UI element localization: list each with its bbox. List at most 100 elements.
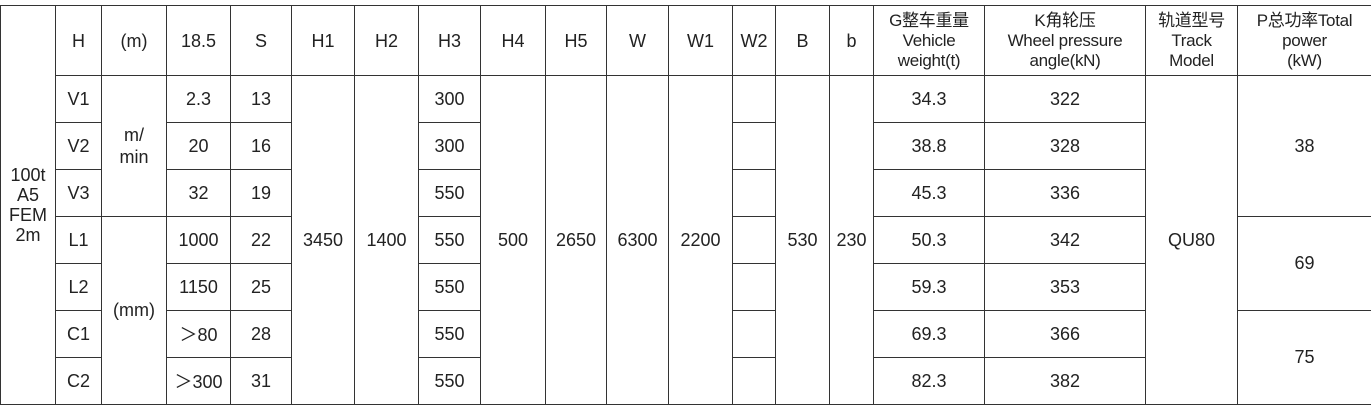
table-row: C2 ＞300 31 550 82.3 382: [1, 357, 1371, 405]
header-H3: H3: [418, 5, 481, 76]
header-track-line: 轨道型号: [1158, 10, 1225, 30]
cell-H: C2: [55, 357, 102, 405]
cell-wheel-pressure: 342: [984, 216, 1146, 264]
cell-W2: [732, 169, 776, 217]
cell-track-model: QU80: [1145, 75, 1238, 405]
header-H4: H4: [480, 5, 546, 76]
cell-W2: [732, 310, 776, 358]
cell-S: 19: [230, 169, 292, 217]
cell-vehicle-weight: 45.3: [873, 169, 985, 217]
cell-H1: 3450: [291, 75, 355, 405]
spec-label-line: 2m: [15, 225, 41, 245]
cell-H3: 550: [418, 357, 481, 405]
spec-label-line: FEM: [9, 205, 47, 225]
header-P-line: P总功率Total: [1256, 10, 1353, 30]
header-P-line: power: [1282, 30, 1327, 50]
header-G-line: G整车重量: [889, 10, 969, 30]
header-W2: W2: [732, 5, 776, 76]
cell-W2: [732, 75, 776, 123]
cell-H3: 550: [418, 310, 481, 358]
cell-vehicle-weight: 50.3: [873, 216, 985, 264]
cell-W2: [732, 216, 776, 264]
cell-W2: [732, 122, 776, 170]
cell-vehicle-weight: 34.3: [873, 75, 985, 123]
cell-H: C1: [55, 310, 102, 358]
header-K-line: Wheel pressure: [1007, 30, 1123, 50]
cell-B: 530: [775, 75, 830, 405]
table-row: V3 32 19 550 45.3 336: [1, 169, 1371, 217]
cell-H: V3: [55, 169, 102, 217]
header-W: W: [606, 5, 669, 76]
table-row: V1 m/min 2.3 13 3450 1400 300 500 2650 6300 2200 53…: [1, 75, 1371, 405]
table-row: L1 (mm) 1000 22 550 50.3 342 69: [1, 216, 1371, 405]
header-G-line: weight(t): [897, 50, 961, 70]
cell-W1: 2200: [668, 75, 733, 405]
header-P: P总功率Total power (kW): [1237, 5, 1371, 76]
header-K-line: K角轮压: [1034, 10, 1096, 30]
cell-wheel-pressure: 366: [984, 310, 1146, 358]
header-track-line: Track: [1171, 30, 1212, 50]
cell-b: 230: [829, 75, 874, 405]
cell-S: 25: [230, 263, 292, 311]
cell-S: 22: [230, 216, 292, 264]
header-P-line: (kW): [1287, 50, 1322, 70]
cell-S: 31: [230, 357, 292, 405]
cell-W2: [732, 357, 776, 405]
cell-S: 13: [230, 75, 292, 123]
cell-power: 69: [1237, 216, 1371, 311]
cell-wheel-pressure: 322: [984, 75, 1146, 123]
spec-label-line: A5: [16, 185, 40, 205]
header-K-line: angle(kN): [1029, 50, 1101, 70]
unit-speed-line: m/: [124, 125, 144, 145]
header-S: S: [230, 5, 292, 76]
header-W1: W1: [668, 5, 733, 76]
header-b: b: [829, 5, 874, 76]
cell-H2: 1400: [354, 75, 419, 405]
header-H: H: [55, 5, 102, 76]
header-track-line: Model: [1169, 50, 1214, 70]
header-H2: H2: [354, 5, 419, 76]
cell-18-5: 2.3: [166, 75, 231, 123]
table-row: V2 20 16 300 38.8 328: [1, 122, 1371, 170]
header-G-line: Vehicle: [902, 30, 956, 50]
cell-wheel-pressure: 328: [984, 122, 1146, 170]
cell-S: 28: [230, 310, 292, 358]
cell-H3: 550: [418, 216, 481, 264]
cell-power: 38: [1237, 75, 1371, 217]
cell-H3: 550: [418, 169, 481, 217]
cell-wheel-pressure: 336: [984, 169, 1146, 217]
cell-H3: 550: [418, 263, 481, 311]
unit-speed-line: min: [119, 147, 149, 167]
cell-18-5: 1000: [166, 216, 231, 264]
cell-H3: 300: [418, 75, 481, 123]
header-track: 轨道型号 Track Model: [1145, 5, 1238, 76]
cell-vehicle-weight: 59.3: [873, 263, 985, 311]
cell-wheel-pressure: 353: [984, 263, 1146, 311]
spec-label: 100t A5 FEM 2m: [0, 5, 56, 405]
table-row: C1 ＞80 28 550 69.3 366 75: [1, 310, 1371, 405]
unit-speed: m/min: [101, 75, 167, 217]
cell-vehicle-weight: 38.8: [873, 122, 985, 170]
header-H1: H1: [291, 5, 355, 76]
cell-W: 6300: [606, 75, 669, 405]
cell-W2: [732, 263, 776, 311]
cell-18-5: ＞300: [166, 357, 231, 405]
table-row: L2 1150 25 550 59.3 353: [1, 263, 1371, 311]
cell-18-5: 20: [166, 122, 231, 170]
cell-18-5: 1150: [166, 263, 231, 311]
cell-vehicle-weight: 69.3: [873, 310, 985, 358]
cell-H3: 300: [418, 122, 481, 170]
cell-18-5: 32: [166, 169, 231, 217]
cell-H: V1: [55, 75, 102, 123]
cell-wheel-pressure: 382: [984, 357, 1146, 405]
header-B: B: [775, 5, 830, 76]
cell-vehicle-weight: 82.3: [873, 357, 985, 405]
cell-H5: 2650: [545, 75, 607, 405]
header-unit: (m): [101, 5, 167, 76]
cell-H: L2: [55, 263, 102, 311]
header-K: K角轮压 Wheel pressure angle(kN): [984, 5, 1146, 76]
cell-H: L1: [55, 216, 102, 264]
cell-H4: 500: [480, 75, 546, 405]
